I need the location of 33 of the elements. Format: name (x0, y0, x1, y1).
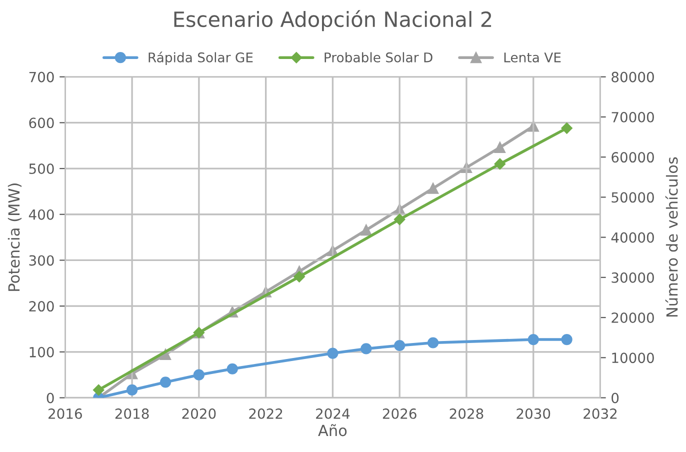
y-tick-label: 400 (28, 209, 54, 220)
legend-label: Probable Solar D (324, 52, 432, 62)
chart-title: Escenario Adopción Nacional 2 (174, 10, 492, 32)
x-tick-label: 2016 (48, 408, 82, 419)
y-tick-label: 700 (29, 72, 54, 82)
y-tick-label: 0 (46, 392, 54, 404)
y-tick-label: 100 (30, 346, 54, 358)
x-tick-label: 2032 (584, 408, 617, 419)
y-tick-label: 600 (29, 118, 54, 128)
legend-label: Rápida Solar GE (148, 52, 253, 65)
y2-tick-label: 80000 (612, 72, 654, 82)
x-axis-title: Año (318, 424, 347, 436)
y2-tick-label: 40000 (611, 232, 654, 243)
y2-tick-label: 0 (612, 392, 619, 404)
y-tick-label: 500 (29, 164, 54, 174)
x-tick-label: 2026 (382, 408, 416, 419)
x-tick-label: 2020 (182, 408, 216, 419)
x-tick-label: 2018 (115, 408, 149, 419)
y2-tick-label: 60000 (612, 152, 654, 163)
y2-tick-label: 70000 (612, 112, 654, 122)
y-tick-label: 300 (29, 255, 54, 266)
y-axis-title: Potencia (MW) (8, 184, 22, 291)
y2-tick-label: 20000 (612, 312, 654, 324)
y-tick-label: 200 (29, 301, 54, 312)
y2-tick-label: 30000 (612, 272, 654, 283)
x-tick-label: 2030 (516, 408, 550, 419)
y2-axis-title: Número de vehículos (665, 157, 678, 317)
y2-tick-label: 10000 (612, 352, 654, 364)
legend-label: Lenta VE (504, 52, 561, 62)
x-tick-label: 2024 (316, 408, 350, 419)
y2-tick-label: 50000 (612, 192, 654, 203)
x-tick-label: 2028 (450, 408, 484, 419)
x-tick-label: 2022 (249, 408, 282, 419)
